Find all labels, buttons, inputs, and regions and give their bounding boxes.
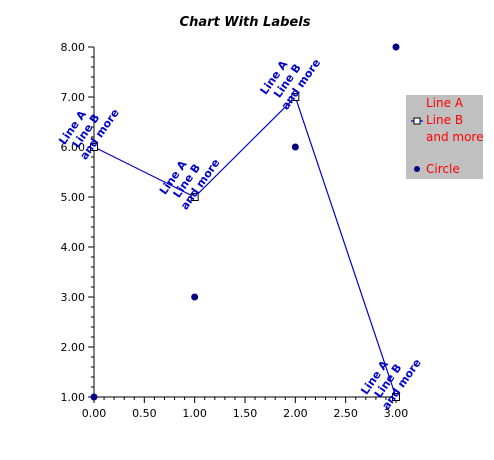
series-circles: [90, 43, 400, 401]
legend-line-marker: [413, 117, 421, 125]
y-tick-label: 1.00: [61, 391, 86, 404]
x-tick-label: 1.50: [233, 407, 258, 420]
y-tick-label: 5.00: [61, 191, 86, 204]
y-tick-label: 2.00: [61, 341, 86, 354]
y-tick-label: 3.00: [61, 291, 86, 304]
line-point: [392, 393, 400, 401]
series-line-path: [93, 95, 397, 398]
x-tick-label: 2.50: [333, 407, 358, 420]
y-tick-label: 4.00: [61, 241, 86, 254]
y-tick-label: 8.00: [61, 41, 86, 54]
legend-line-label: Line A: [426, 96, 464, 110]
line-point: [190, 193, 199, 201]
chart-title: Chart With Labels: [180, 15, 311, 30]
x-tick-label: 2.00: [283, 407, 308, 420]
legend: Line A Line B and more Circle: [406, 95, 483, 179]
x-tick-label: 3.00: [384, 407, 409, 420]
legend-line-label: Line B: [426, 113, 463, 127]
legend-line-label: and more: [426, 130, 483, 144]
x-tick-label: 1.00: [182, 407, 207, 420]
line-point: [90, 143, 98, 151]
y-tick-label: 6.00: [61, 141, 86, 154]
x-tick-label: 0.00: [82, 407, 107, 420]
axes: 1.00 2.00 3.00 4.00 5.00 6.00 7.00 8.00 0.00 0.50…: [61, 41, 409, 420]
y-tick-label: 7.00: [61, 91, 86, 104]
legend-circle-label: Circle: [426, 162, 460, 176]
x-tick-label: 0.50: [132, 407, 157, 420]
circle-point: [90, 393, 98, 401]
legend-box: [406, 95, 483, 179]
line-point: [291, 93, 300, 101]
legend-circle-marker: [414, 166, 420, 172]
circle-point: [191, 293, 199, 301]
circle-point: [392, 43, 400, 51]
series-line: [90, 93, 400, 401]
circle-point: [291, 143, 299, 151]
